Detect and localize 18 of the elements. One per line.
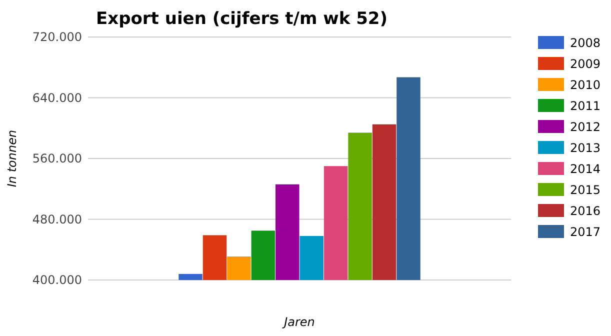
- y-axis-title: In tonnen: [5, 130, 19, 188]
- y-tick-label: 560.000: [32, 152, 82, 166]
- legend-label: 2011: [570, 99, 601, 113]
- legend-label: 2008: [570, 36, 601, 50]
- x-axis-title: Jaren: [282, 315, 315, 329]
- legend-label: 2017: [570, 225, 601, 239]
- legend-label: 2015: [570, 183, 601, 197]
- legend-label: 2014: [570, 162, 601, 176]
- legend-label: 2016: [570, 204, 601, 218]
- legend-label: 2012: [570, 120, 601, 134]
- y-tick-label: 400.000: [32, 273, 82, 288]
- y-tick-label: 480.000: [32, 212, 82, 226]
- legend-label: 2013: [570, 141, 601, 155]
- legend-label: 2009: [570, 57, 601, 71]
- y-tick-label: 720.000: [32, 30, 82, 44]
- chart-title: Export uien (cijfers t/m wk 52): [96, 9, 388, 29]
- legend-label: 2010: [570, 78, 601, 92]
- y-tick-label: 640.000: [32, 90, 82, 105]
